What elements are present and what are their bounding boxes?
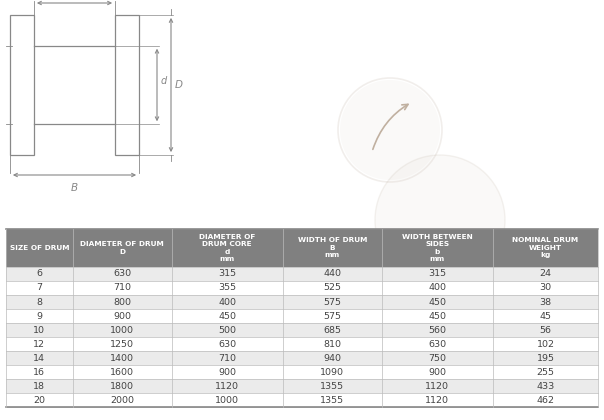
Text: 12: 12 xyxy=(33,340,45,349)
Text: d: d xyxy=(225,249,230,255)
Text: D: D xyxy=(119,249,125,255)
Text: 16: 16 xyxy=(33,368,45,377)
Text: 1400: 1400 xyxy=(110,354,134,363)
Text: 575: 575 xyxy=(323,312,341,320)
Text: 56: 56 xyxy=(539,326,551,335)
Bar xyxy=(115,15,139,155)
Bar xyxy=(6,267,598,281)
Text: 900: 900 xyxy=(428,368,446,377)
Text: mm: mm xyxy=(429,256,445,262)
Bar xyxy=(6,351,598,365)
Text: 1355: 1355 xyxy=(320,382,344,391)
Bar xyxy=(6,309,598,323)
Text: B: B xyxy=(330,245,335,251)
Text: 315: 315 xyxy=(428,269,446,278)
Text: D: D xyxy=(175,80,183,90)
Text: 38: 38 xyxy=(539,297,551,307)
Circle shape xyxy=(340,80,440,180)
Text: mm: mm xyxy=(324,252,340,258)
Text: b: b xyxy=(435,249,440,255)
Text: SIZE OF DRUM: SIZE OF DRUM xyxy=(10,245,69,251)
Text: 462: 462 xyxy=(536,396,554,405)
Text: 1250: 1250 xyxy=(110,340,134,349)
Bar xyxy=(10,15,34,155)
Text: 800: 800 xyxy=(113,297,131,307)
Text: 30: 30 xyxy=(539,284,551,292)
Text: B: B xyxy=(71,183,78,193)
Text: d: d xyxy=(161,76,167,86)
Text: 1120: 1120 xyxy=(425,382,449,391)
Text: 7: 7 xyxy=(36,284,42,292)
Text: 630: 630 xyxy=(428,340,446,349)
Text: 45: 45 xyxy=(539,312,551,320)
Bar xyxy=(6,281,598,295)
Text: 575: 575 xyxy=(323,297,341,307)
Text: DIAMETER OF: DIAMETER OF xyxy=(199,234,255,240)
Text: kg: kg xyxy=(541,252,551,258)
Text: 315: 315 xyxy=(218,269,236,278)
Text: 1600: 1600 xyxy=(110,368,134,377)
Bar xyxy=(6,379,598,394)
Text: 450: 450 xyxy=(428,297,446,307)
Text: 6: 6 xyxy=(36,269,42,278)
Text: 24: 24 xyxy=(539,269,551,278)
Text: 10: 10 xyxy=(33,326,45,335)
Text: 195: 195 xyxy=(536,354,554,363)
Text: WIDTH OF DRUM: WIDTH OF DRUM xyxy=(298,237,367,244)
Text: 102: 102 xyxy=(536,340,554,349)
Text: 630: 630 xyxy=(218,340,236,349)
Text: 900: 900 xyxy=(218,368,236,377)
Text: 400: 400 xyxy=(428,284,446,292)
Text: 18: 18 xyxy=(33,382,45,391)
Text: DRUM CORE: DRUM CORE xyxy=(202,241,252,247)
Text: 1355: 1355 xyxy=(320,396,344,405)
Text: mm: mm xyxy=(220,256,235,262)
Text: 355: 355 xyxy=(218,284,236,292)
Text: 20: 20 xyxy=(33,396,45,405)
Text: 9: 9 xyxy=(36,312,42,320)
Text: 1000: 1000 xyxy=(110,326,134,335)
Text: 450: 450 xyxy=(428,312,446,320)
Text: 810: 810 xyxy=(323,340,341,349)
Text: 2000: 2000 xyxy=(110,396,134,405)
Text: 8: 8 xyxy=(36,297,42,307)
Text: 1120: 1120 xyxy=(425,396,449,405)
Text: 14: 14 xyxy=(33,354,45,363)
Text: 750: 750 xyxy=(428,354,446,363)
Bar xyxy=(6,365,598,379)
Bar xyxy=(6,295,598,309)
Text: 900: 900 xyxy=(113,312,131,320)
Bar xyxy=(6,229,598,267)
Text: NOMINAL DRUM: NOMINAL DRUM xyxy=(512,237,579,244)
Text: 685: 685 xyxy=(323,326,341,335)
Text: WIDTH BETWEEN: WIDTH BETWEEN xyxy=(402,234,473,240)
Text: 710: 710 xyxy=(113,284,131,292)
Text: 525: 525 xyxy=(323,284,341,292)
Text: DIAMETER OF DRUM: DIAMETER OF DRUM xyxy=(80,241,164,247)
Text: 940: 940 xyxy=(323,354,341,363)
Text: 710: 710 xyxy=(218,354,236,363)
Circle shape xyxy=(375,155,505,285)
Text: 400: 400 xyxy=(218,297,236,307)
Text: 440: 440 xyxy=(323,269,341,278)
Bar xyxy=(6,394,598,407)
Text: 433: 433 xyxy=(536,382,554,391)
Bar xyxy=(6,337,598,351)
Text: 1120: 1120 xyxy=(215,382,239,391)
Text: 450: 450 xyxy=(218,312,236,320)
Text: SIDES: SIDES xyxy=(425,241,449,247)
Text: 500: 500 xyxy=(218,326,236,335)
Text: WEIGHT: WEIGHT xyxy=(529,245,562,251)
Bar xyxy=(6,323,598,337)
Text: 1000: 1000 xyxy=(215,396,239,405)
Text: 1800: 1800 xyxy=(110,382,134,391)
Text: 560: 560 xyxy=(428,326,446,335)
Text: 1090: 1090 xyxy=(320,368,344,377)
Text: 255: 255 xyxy=(536,368,554,377)
Text: 630: 630 xyxy=(113,269,131,278)
